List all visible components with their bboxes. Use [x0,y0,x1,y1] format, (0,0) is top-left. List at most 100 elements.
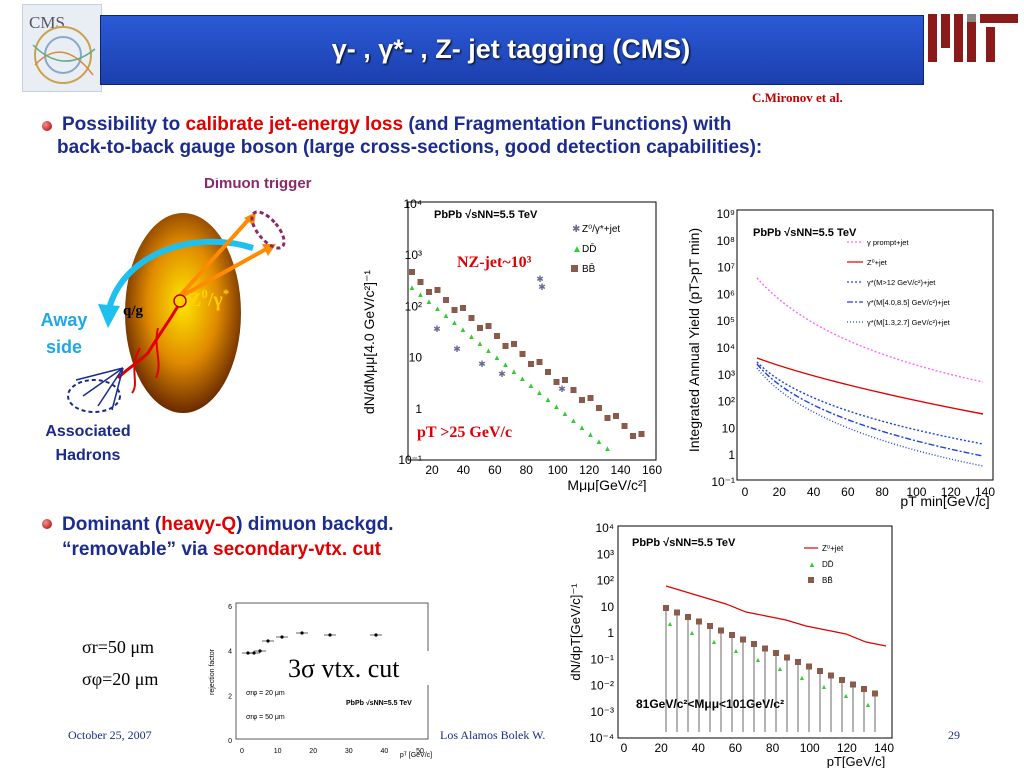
y-tick-label: 10 [601,600,615,614]
bb-point [460,305,466,311]
x-tick-label: 120 [837,741,857,755]
plot4-ylabel: rejection factor [209,648,216,695]
bb-point [685,614,691,620]
x-tick-label: 140 [874,741,894,755]
plot3-legend-dd: DD̄ [822,560,834,569]
dd-point: ▲ [442,311,450,320]
plot4-legend-50: σrφ = 50 μm [246,714,285,721]
y-tick-label: 10⁻¹ [398,453,422,467]
svg-text:✱: ✱ [572,224,580,235]
x-tick-label: 20 [773,485,787,499]
bb-point [519,351,526,357]
dd-point: ▲ [755,657,762,664]
bb-point [604,415,611,421]
bb-point [409,269,415,275]
dimuon-trigger-label: Dimuon trigger [204,178,312,192]
vertex-icon [173,294,187,308]
y-tick-label: 10⁷ [717,261,735,275]
bb-point [477,325,483,331]
plot1-collision: PbPb √sNN=5.5 TeV [434,209,538,221]
page-title: γ- , γ*- , Z- jet tagging (CMS) [331,33,691,64]
credit: C.Mironov et al. [752,90,843,105]
z-point: ✱ [536,274,544,284]
bullet-2-text: Dominant (heavy-Q) dimuon backgd. “remov… [62,512,393,562]
bb-point [553,379,560,385]
boson-label: Z0/γ* [188,286,229,311]
cms-logo: CMS [22,4,102,92]
x-tick-label: 160 [642,463,662,477]
bb-point [494,333,500,339]
plot3-series: ▲ ▲ ▲ ▲ ▲ ▲ ▲ ▲ ▲ ▲ [663,585,887,732]
x-tick-label: 0 [240,748,244,755]
y-tick-label: 1 [415,402,422,416]
bullet-1-highlight: calibrate jet-energy loss [185,114,404,135]
bb-point [828,672,834,679]
bb-point [536,359,543,365]
rejection-point [300,631,304,635]
y-tick-label: 10³ [405,248,422,262]
dd-point: ▲ [502,360,510,369]
bb-point [562,377,568,383]
hadrons-label: Hadrons [56,447,121,464]
dd-point: ▲ [570,416,578,425]
legend-label: Z⁰+jet [867,258,888,267]
y-tick-label: 10⁶ [717,287,735,301]
bb-point [806,663,812,670]
away-label: Away [41,310,88,330]
bb-point [434,287,441,293]
y-tick-label: 0 [228,738,232,745]
bb-point [417,279,424,285]
dd-point: ▲ [425,297,433,306]
y-tick-label: 4 [228,649,232,656]
bullet-1-line-2: back-to-back gauge boson (large cross-se… [57,137,763,158]
y-tick-label: 10⁸ [717,234,735,248]
dd-point: ▲ [493,353,501,362]
y-tick-label: 10² [718,395,735,409]
plot2-xlabel: pT min[GeV/c] [900,493,989,509]
x-tick-label: 120 [579,463,599,477]
y-tick-label: 10 [409,351,423,365]
series-line-3 [756,363,984,457]
z-point: ✱ [498,369,506,379]
dd-point: ▲ [777,666,784,673]
plot4-collision: PbPb √sNN=5.5 TeV [346,699,412,707]
z-line [665,585,887,647]
x-tick-label: 120 [941,485,961,499]
bb-point [784,654,790,661]
bb-point [638,431,645,437]
dd-point: ▲ [865,702,872,709]
x-tick-label: 140 [611,463,631,477]
dd-point: ▲ [417,290,425,299]
bb-point [579,397,585,403]
bb-point [817,668,823,674]
dd-point: ▲ [604,444,612,453]
series-line-1 [756,357,984,415]
bullet-2-post: ) dimuon backgd. [236,514,394,535]
x-tick-label: 50 [416,748,424,755]
series-line-2 [756,361,984,445]
plot1-yticks: 10⁴ 10³ 10² 10 1 10⁻¹ [398,197,422,467]
y-tick-label: 2 [228,693,232,700]
x-tick-label: 100 [548,463,568,477]
plot1-xticks: 20 40 60 80 100 120 140 160 [425,463,662,477]
dd-point: ▲ [408,283,416,292]
legend-label: γ*(M[4.0,8.5] GeV/c²)+jet [867,298,951,307]
bullet-2-line2-highlight: secondary-vtx. cut [213,539,381,560]
plot2-legend: γ prompt+jet Z⁰+jet γ*(M>12 GeV/c²)+jet γ*(… [847,238,951,327]
cms-logo-graphic [32,26,96,84]
y-tick-label: 10² [597,574,614,588]
bullet-1-pre: Possibility to [62,114,186,135]
series-line-0 [756,277,984,383]
rejection-point [374,633,378,637]
plot3-legend-z: Z⁰+jet [822,544,844,553]
dd-point: ▲ [527,381,535,390]
bb-point [850,681,856,688]
plot1-legend-z: Z⁰/γ*+jet [582,224,620,235]
bullet-2-line2-pre: “removable” via [62,539,214,560]
x-tick-label: 60 [841,485,855,499]
plot2-ylabel: Integrated Annual Yield (pT>pT min) [686,228,702,452]
bb-point [613,413,619,419]
qg-label: q/g [123,303,144,319]
legend-label: γ prompt+jet [867,238,909,247]
x-tick-label: 60 [488,463,502,477]
